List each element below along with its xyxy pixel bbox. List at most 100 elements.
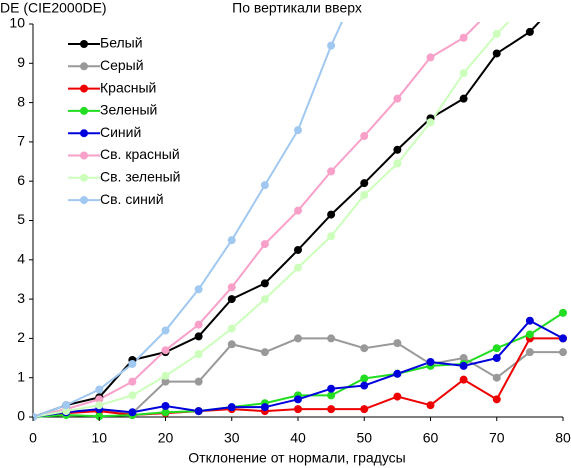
- data-point: [161, 377, 170, 386]
- legend-marker: [80, 40, 88, 48]
- plot-area: [33, 0, 567, 421]
- data-point: [492, 354, 501, 363]
- legend-marker: [80, 196, 88, 205]
- data-point: [260, 240, 269, 249]
- data-point: [260, 403, 269, 412]
- data-point: [525, 348, 534, 357]
- data-point: [426, 401, 435, 410]
- y-tick-label: 0: [17, 408, 25, 424]
- data-point: [95, 385, 104, 394]
- data-point: [294, 334, 302, 343]
- chart-title: По вертикали вверх: [232, 0, 362, 16]
- data-point: [161, 371, 170, 380]
- data-point: [360, 179, 369, 188]
- data-point: [227, 340, 236, 349]
- data-point: [526, 0, 534, 4]
- data-point: [360, 381, 369, 390]
- data-point: [559, 308, 567, 317]
- data-point: [260, 348, 269, 357]
- data-point: [426, 357, 435, 366]
- data-point: [161, 326, 170, 335]
- data-point: [327, 405, 336, 414]
- data-point: [393, 159, 402, 168]
- data-point: [227, 295, 236, 304]
- data-point: [194, 320, 203, 329]
- data-point: [260, 279, 269, 288]
- data-point: [525, 27, 534, 36]
- y-tick-label: 10: [9, 15, 25, 31]
- y-tick-label: 5: [17, 211, 25, 227]
- legend-label: Св. зеленый: [100, 169, 180, 185]
- x-axis-label: Отклонение от нормали, градусы: [188, 450, 405, 466]
- x-tick-label: 70: [489, 430, 505, 446]
- data-point: [360, 405, 369, 414]
- data-point: [128, 359, 137, 368]
- data-point: [327, 391, 336, 400]
- data-point: [559, 334, 567, 343]
- data-point: [393, 94, 402, 103]
- data-point: [525, 316, 534, 325]
- data-point: [459, 361, 468, 370]
- data-point: [492, 29, 501, 38]
- data-point: [360, 344, 369, 353]
- data-point: [327, 210, 336, 219]
- y-tick-label: 8: [17, 93, 25, 109]
- data-point: [459, 94, 468, 103]
- data-point: [294, 126, 302, 135]
- data-point: [459, 33, 468, 42]
- data-point: [393, 145, 402, 154]
- data-point: [260, 295, 269, 304]
- data-point: [33, 413, 37, 421]
- data-point: [294, 405, 302, 414]
- x-tick-label: 50: [356, 430, 372, 446]
- data-point: [393, 369, 402, 378]
- legend-marker: [80, 62, 88, 71]
- x-tick-label: 40: [290, 430, 306, 446]
- y-tick-label: 4: [17, 251, 25, 267]
- data-point: [294, 206, 302, 215]
- data-point: [194, 285, 203, 294]
- data-point: [294, 245, 302, 254]
- x-tick-label: 20: [158, 430, 174, 446]
- y-tick-label: 2: [17, 329, 25, 345]
- legend-label: Серый: [100, 57, 144, 73]
- data-point: [360, 132, 369, 141]
- x-tick-label: 60: [423, 430, 439, 446]
- data-point: [393, 392, 402, 401]
- data-point: [128, 391, 137, 400]
- data-point: [227, 403, 236, 412]
- legend-label: Зеленый: [100, 102, 157, 118]
- series-line: [33, 22, 510, 418]
- legend: [55, 30, 195, 212]
- y-tick-label: 7: [17, 133, 25, 149]
- data-point: [227, 236, 236, 245]
- data-point: [492, 49, 501, 58]
- x-tick-label: 0: [29, 430, 37, 446]
- data-point: [95, 395, 104, 404]
- data-point: [227, 283, 236, 292]
- legend-marker: [80, 106, 88, 115]
- data-point: [128, 377, 137, 386]
- data-point: [459, 69, 468, 78]
- data-point: [161, 401, 170, 410]
- data-point: [161, 408, 170, 417]
- y-tick-label: 1: [17, 368, 25, 384]
- data-point: [260, 181, 269, 190]
- data-point: [95, 401, 104, 410]
- x-tick-label: 10: [91, 430, 107, 446]
- data-point: [360, 190, 369, 199]
- legend-marker: [80, 151, 88, 160]
- legend-label: Красный: [100, 79, 156, 95]
- data-point: [95, 412, 104, 421]
- data-point: [426, 53, 435, 62]
- legend-marker: [80, 173, 88, 182]
- legend-marker: [80, 84, 88, 93]
- legend-marker: [80, 129, 88, 138]
- data-point: [327, 41, 336, 50]
- y-axis-label: DE (CIE2000DE): [0, 0, 107, 16]
- data-point: [327, 167, 336, 176]
- data-point: [559, 348, 567, 357]
- data-point: [194, 407, 203, 416]
- data-point: [62, 407, 71, 416]
